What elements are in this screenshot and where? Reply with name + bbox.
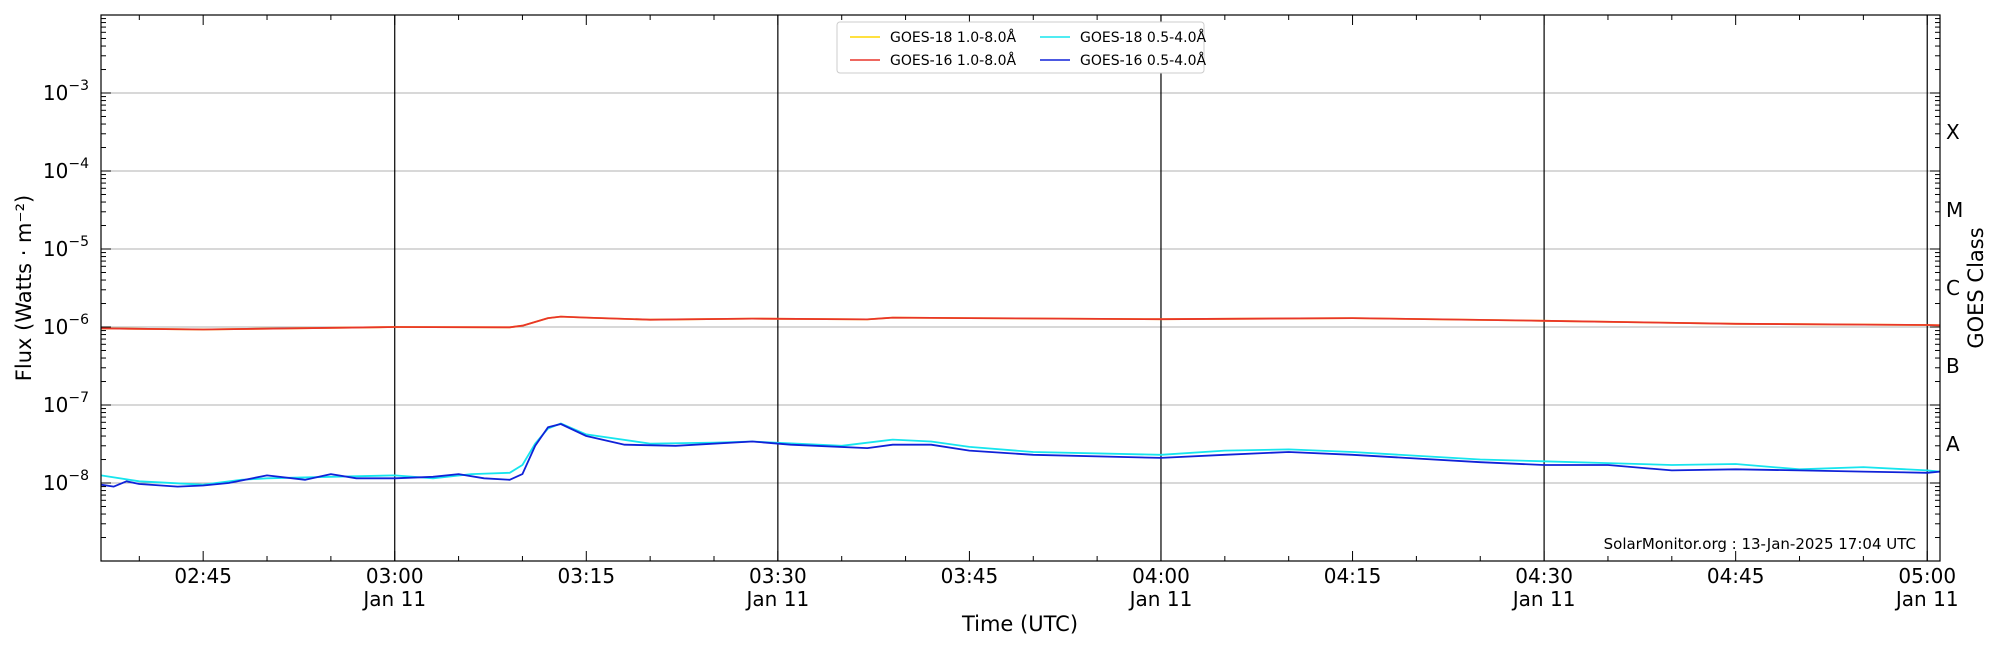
legend: GOES-18 1.0-8.0Å GOES-18 0.5-4.0Å GOES-16 …: [836, 21, 1206, 74]
x-tick-date-label: Jan 11: [1128, 587, 1193, 611]
series-line-2: [100, 422, 1941, 486]
x-tick-label: 03:00: [366, 564, 424, 588]
y-axis-title: Flux (Watts · m⁻²): [12, 195, 36, 381]
y-tick-label: 10−5: [43, 234, 89, 261]
plot-frame: [100, 14, 1941, 562]
x-tick-date-label: Jan 11: [361, 587, 426, 611]
legend-box: [836, 21, 1205, 74]
x-tick-date-label: Jan 11: [1511, 587, 1576, 611]
x-axis-title: Time (UTC): [961, 612, 1078, 636]
x-tick-date-label: Jan 11: [745, 587, 810, 611]
goes-class-label: X: [1946, 120, 1960, 144]
right-axis-title: GOES Class: [1964, 227, 1988, 348]
x-tick-label: 02:45: [174, 564, 232, 588]
frame-layer: [100, 14, 1941, 562]
x-tick-label: 03:30: [749, 564, 807, 588]
legend-label: GOES-16 0.5-4.0Å: [1080, 52, 1206, 69]
y-tick-label: 10−8: [43, 468, 89, 495]
credit-annotation: SolarMonitor.org : 13-Jan-2025 17:04 UTC: [1604, 535, 1916, 553]
goes-class-label: C: [1946, 276, 1960, 300]
series-line-1: [100, 315, 1941, 331]
legend-label: GOES-18 0.5-4.0Å: [1080, 29, 1206, 46]
x-tick-label: 04:15: [1324, 564, 1382, 588]
y-tick-label: 10−3: [43, 78, 89, 105]
x-tick-label: 03:15: [557, 564, 615, 588]
legend-label: GOES-18 1.0-8.0Å: [890, 29, 1016, 46]
x-tick-date-label: Jan 11: [1894, 587, 1959, 611]
y-tick-label: 10−4: [43, 156, 89, 183]
x-tick-label: 04:30: [1515, 564, 1573, 588]
tick-layer: [101, 15, 1940, 562]
goes-class-label: M: [1946, 198, 1963, 222]
x-tick-label: 05:00: [1898, 564, 1956, 588]
x-tick-label: 04:45: [1707, 564, 1765, 588]
goes-class-label: A: [1946, 432, 1960, 456]
series-line-3: [100, 423, 1941, 488]
y-tick-label: 10−7: [43, 390, 89, 417]
series-layer: [100, 315, 1941, 488]
x-tick-label: 04:00: [1132, 564, 1190, 588]
y-tick-label: 10−6: [43, 312, 89, 339]
legend-label: GOES-16 1.0-8.0Å: [890, 52, 1016, 69]
x-tick-label: 03:45: [941, 564, 999, 588]
goes-class-label: B: [1946, 354, 1960, 378]
